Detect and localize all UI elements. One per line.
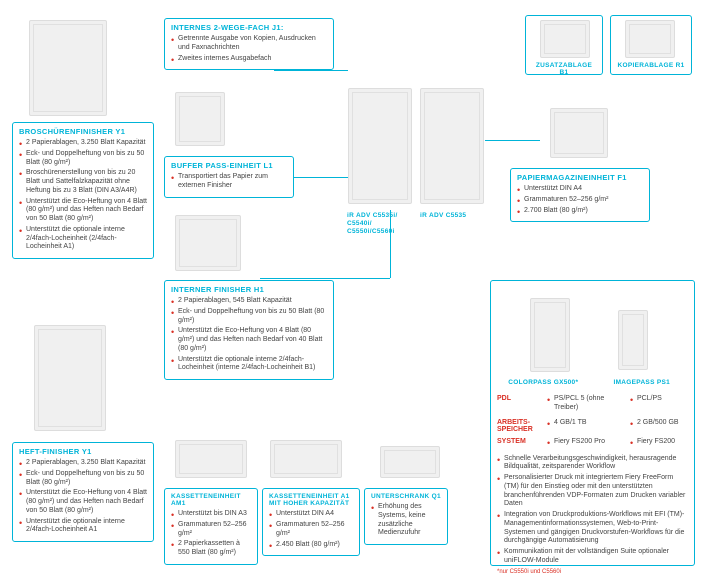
spec-label: SYSTEM [497, 438, 547, 449]
bullet: Erhöhung des Systems, keine zusätzliche … [371, 503, 441, 538]
box-paper: PAPIERMAGAZINEINHEIT F1 Unterstützt DIN … [510, 168, 650, 222]
bullet: Kommunikation mit der vollständigen Suit… [497, 548, 688, 566]
bullet: Unterstützt DIN A4 [517, 185, 643, 194]
box-a1: KASSETTENEINHEIT A1 MIT HOHER KAPAZITÄT … [262, 488, 360, 556]
bullet: Eck- und Doppelheftung von bis zu 50 Bla… [19, 150, 147, 168]
img-device1 [348, 88, 412, 204]
box-intfin: INTERNER FINISHER H1 2 Papierablagen, 54… [164, 280, 334, 380]
spec-val: 4 GB/1 TB [547, 419, 630, 428]
box-q1: UNTERSCHRANK Q1 Erhöhung des Systems, ke… [364, 488, 448, 545]
list-heft: 2 Papierablagen, 3.250 Blatt Kapazität E… [19, 459, 147, 535]
list-internes: Getrennte Ausgabe von Kopien, Ausdrucken… [171, 35, 327, 63]
bullet: 2 Papierablagen, 3.250 Blatt Kapazität [19, 459, 147, 468]
bullet: Grammaturen 52–256 g/m² [517, 196, 643, 205]
bullet: Unterstützt die optionale interne 2/4fac… [19, 226, 147, 252]
bullet: Unterstützt die optionale interne 2/4fac… [19, 518, 147, 536]
title-paper: PAPIERMAGAZINEINHEIT F1 [517, 173, 643, 182]
bullet: 2 Papierkassetten à 550 Blatt (80 g/m²) [171, 540, 251, 558]
list-am1: Unterstützt bis DIN A3 Grammaturen 52–25… [171, 510, 251, 558]
img-device2 [420, 88, 484, 204]
spec-val: PS/PCL 5 (ohne Treiber) [547, 395, 630, 413]
title-a1: KASSETTENEINHEIT A1 MIT HOHER KAPAZITÄT [269, 493, 353, 507]
label-device2: iR ADV C5535 [420, 212, 485, 219]
bullet: Broschürenerstellung von bis zu 20 Blatt… [19, 169, 147, 195]
img-finisher-y1 [29, 20, 107, 116]
title-kopier: KOPIERABLAGE R1 [617, 62, 685, 69]
bullet: Unterstützt die optionale interne 2/4fac… [171, 356, 327, 374]
box-broschuren: BROSCHÜRENFINISHER Y1 2 Papierablagen, 3… [12, 122, 154, 259]
title-intfin: INTERNER FINISHER H1 [171, 285, 327, 294]
bullet: 2.700 Blatt (80 g/m²) [517, 207, 643, 216]
box-zusatz: ZUSATZABLAGE B1 [525, 15, 603, 75]
bullet: 2 Papierablagen, 545 Blatt Kapazität [171, 297, 327, 306]
bullet: Integration von Druckproduktions-Workflo… [497, 511, 688, 546]
bullet: Unterstützt DIN A4 [269, 510, 353, 519]
list-bro: 2 Papierablagen, 3.250 Blatt Kapazität E… [19, 139, 147, 252]
bullet: Grammaturen 52–256 g/m² [171, 521, 251, 539]
title-cp: COLORPASS GX500* [497, 379, 590, 386]
bullet: Unterstützt die Eco-Heftung von 4 Blatt … [171, 327, 327, 353]
spec-val: Fiery FS200 [630, 438, 688, 447]
img-cassette-am1 [175, 440, 247, 478]
title-q1: UNTERSCHRANK Q1 [371, 493, 441, 500]
img-cassette-a1 [270, 440, 342, 478]
label-device1: iR ADV C5535i/ C5540i/ C5550i/C5560i [347, 212, 412, 235]
list-buffer: Transportiert das Papier zum externen Fi… [171, 173, 287, 191]
bullet: Eck- und Doppelheftung von bis zu 50 Bla… [19, 470, 147, 488]
list-q1: Erhöhung des Systems, keine zusätzliche … [371, 503, 441, 538]
box-kopier: KOPIERABLAGE R1 [610, 15, 692, 75]
bullet: Unterstützt die Eco-Heftung von 4 Blatt … [19, 489, 147, 515]
spec-val: Fiery FS200 Pro [547, 438, 630, 447]
bullet: Eck- und Doppelheftung von bis zu 50 Bla… [171, 308, 327, 326]
bullet: Grammaturen 52–256 g/m² [269, 521, 353, 539]
box-am1: KASSETTENEINHEIT AM1 Unterstützt bis DIN… [164, 488, 258, 565]
list-specs: Schnelle Verarbeitungsgeschwindigkeit, h… [497, 455, 688, 566]
title-ip: IMAGEPASS PS1 [596, 379, 689, 386]
bullet: Getrennte Ausgabe von Kopien, Ausdrucken… [171, 35, 327, 53]
title-am1: KASSETTENEINHEIT AM1 [171, 493, 251, 507]
bullet: Zweites internes Ausgabefach [171, 55, 327, 64]
bullet: Personalisierter Druck mit integriertem … [497, 474, 688, 509]
list-intfin: 2 Papierablagen, 545 Blatt Kapazität Eck… [171, 297, 327, 373]
title-bro: BROSCHÜRENFINISHER Y1 [19, 127, 147, 136]
title-buffer: BUFFER PASS-EINHEIT L1 [171, 161, 287, 170]
spec-val: PCL/PS [630, 395, 688, 404]
title-heft: HEFT-FINISHER Y1 [19, 447, 147, 456]
box-heft: HEFT-FINISHER Y1 2 Papierablagen, 3.250 … [12, 442, 154, 542]
bullet: Transportiert das Papier zum externen Fi… [171, 173, 287, 191]
bullet: Schnelle Verarbeitungsgeschwindigkeit, h… [497, 455, 688, 473]
spec-label: PDL [497, 395, 547, 415]
bullet: Unterstützt die Eco-Heftung von 4 Blatt … [19, 198, 147, 224]
img-unterschrank [380, 446, 440, 478]
img-papermag [550, 108, 608, 158]
list-a1: Unterstützt DIN A4 Grammaturen 52–256 g/… [269, 510, 353, 549]
footnote: *nur C5550i und C5560i [497, 569, 688, 575]
bullet: 2 Papierablagen, 3.250 Blatt Kapazität [19, 139, 147, 148]
spec-val: 2 GB/500 GB [630, 419, 688, 428]
title-internes: INTERNES 2-WEGE-FACH J1: [171, 23, 327, 32]
list-paper: Unterstützt DIN A4 Grammaturen 52–256 g/… [517, 185, 643, 215]
img-internal-fin [175, 215, 241, 271]
box-buffer: BUFFER PASS-EINHEIT L1 Transportiert das… [164, 156, 294, 198]
spec-label: ARBEITS-SPEICHER [497, 419, 547, 434]
box-internes: INTERNES 2-WEGE-FACH J1: Getrennte Ausga… [164, 18, 334, 70]
box-controllers: COLORPASS GX500* IMAGEPASS PS1 PDL PS/PC… [490, 280, 695, 566]
bullet: Unterstützt bis DIN A3 [171, 510, 251, 519]
title-zusatz: ZUSATZABLAGE B1 [532, 62, 596, 76]
img-buffer [175, 92, 225, 146]
bullet: 2.450 Blatt (80 g/m²) [269, 541, 353, 550]
img-heft-finisher [34, 325, 106, 431]
